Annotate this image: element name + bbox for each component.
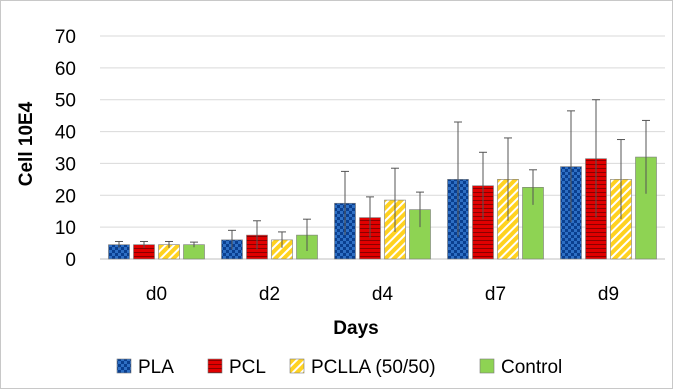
legend-label: PCL <box>229 357 266 378</box>
legend-swatch <box>289 358 305 374</box>
x-tick-label: d2 <box>259 284 280 305</box>
legend-label: PLA <box>138 357 174 378</box>
legend: PLA PCL PCLLA (50/50) Control <box>116 357 562 378</box>
y-tick-label: 50 <box>55 91 76 112</box>
y-tick-label: 10 <box>55 218 76 239</box>
y-axis-title: Cell 10E4 <box>16 101 37 186</box>
gridlines <box>100 35 665 260</box>
error-bars <box>115 99 650 252</box>
y-tick-label: 70 <box>55 27 76 48</box>
y-tick-label: 20 <box>55 186 76 207</box>
y-tick-label: 30 <box>55 154 76 175</box>
y-axis-ticks: 0 10 20 30 40 50 60 70 <box>55 27 76 271</box>
legend-swatch <box>116 358 132 374</box>
bars <box>108 156 657 260</box>
x-tick-label: d4 <box>372 284 394 305</box>
legend-swatch <box>207 358 223 374</box>
x-axis-title: Days <box>333 318 378 339</box>
y-tick-label: 40 <box>55 123 76 144</box>
y-tick-label: 0 <box>65 250 76 271</box>
x-tick-label: d0 <box>146 284 167 305</box>
x-axis-ticks: d0 d2 d4 d7 d9 <box>146 284 619 305</box>
x-tick-label: d7 <box>485 284 506 305</box>
legend-label: PCLLA (50/50) <box>311 357 436 378</box>
x-tick-label: d9 <box>598 284 619 305</box>
y-tick-label: 60 <box>55 59 76 80</box>
legend-swatch <box>479 358 495 374</box>
legend-label: Control <box>501 357 562 378</box>
